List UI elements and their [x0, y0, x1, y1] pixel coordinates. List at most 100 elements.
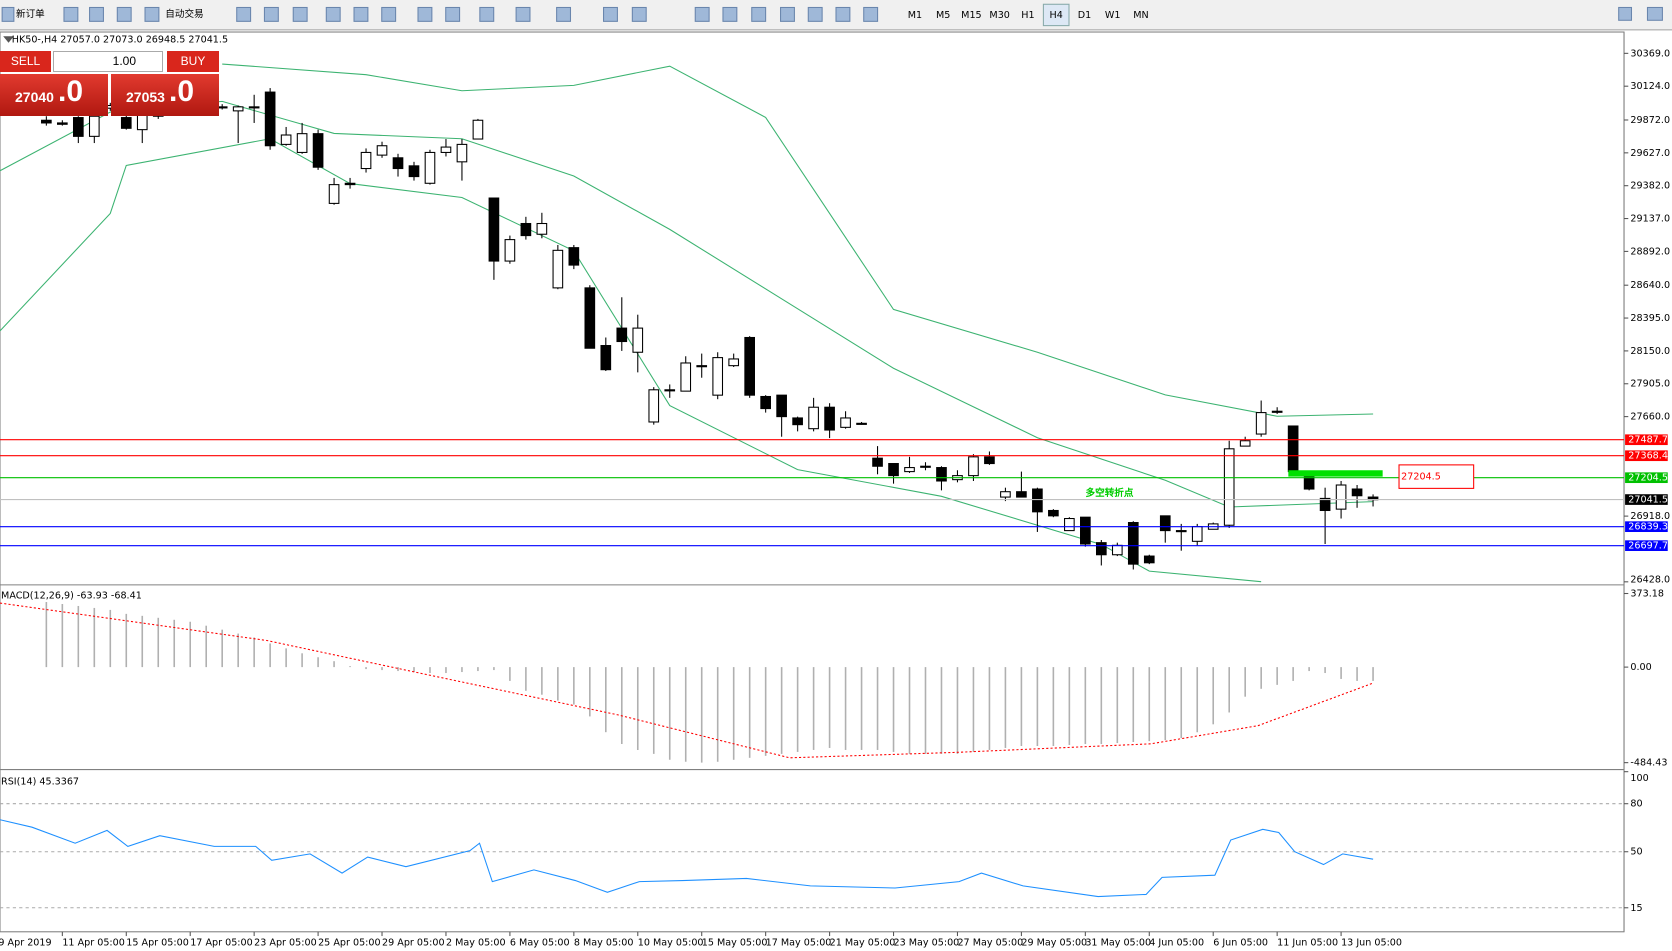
price-label-bg: [1625, 434, 1668, 446]
candle-body: [280, 134, 292, 145]
candle-body: [696, 365, 708, 368]
candle-body: [536, 222, 548, 235]
timeframe-button[interactable]: D1: [1078, 10, 1091, 21]
candle-body: [984, 456, 995, 465]
candle-body: [1111, 544, 1123, 556]
candle-body: [232, 106, 244, 112]
y-tick-label: 29382.0: [1630, 181, 1670, 192]
y-tick-label: 29627.0: [1630, 148, 1670, 159]
price-label: 26839.3: [1628, 522, 1668, 533]
candle-body: [88, 115, 100, 137]
rsi-line: [0, 819, 1374, 898]
price-label-bg: [1625, 494, 1668, 505]
y-tick-label: 30124.0: [1630, 81, 1670, 92]
candle-body: [1064, 517, 1075, 532]
candle-body: [440, 146, 452, 153]
candle-body: [488, 197, 500, 262]
candle-body: [664, 389, 676, 392]
candle-body: [472, 119, 484, 140]
candle-body: [632, 327, 644, 353]
x-tick-label: 21 May 05:00: [830, 937, 896, 948]
candle-body: [296, 133, 308, 153]
candle-body: [1080, 516, 1091, 545]
timeframe-bar: M1 M5 M15 M30 H1 H4 D1 W1 MN: [908, 3, 1149, 27]
candle-body: [1159, 515, 1171, 532]
candle-body: [1175, 530, 1187, 533]
price-label: 27487.7: [1628, 435, 1668, 446]
timeframe-button[interactable]: M30: [989, 10, 1009, 21]
buy-button[interactable]: BUY: [167, 51, 219, 72]
marked-level-label: 27204.5: [1401, 472, 1441, 483]
x-tick-label: 31 May 05:00: [1085, 937, 1151, 948]
candle-body: [1032, 488, 1043, 513]
candle-body: [616, 327, 628, 343]
candle-body: [136, 114, 148, 131]
y-tick-label: 28640.0: [1630, 280, 1670, 291]
x-tick-label: 9 Apr 2019: [0, 937, 52, 948]
timeframe-button[interactable]: H1: [1021, 10, 1034, 21]
timeframe-button[interactable]: W1: [1105, 10, 1121, 21]
symbol-arrow: [3, 36, 14, 43]
x-tick-label: 6 Jun 05:00: [1213, 937, 1268, 948]
x-tick-label: 10 May 05:00: [638, 937, 704, 948]
candle-body: [968, 456, 979, 477]
candle-body: [728, 358, 740, 367]
candle-body: [680, 362, 692, 392]
candle-body: [408, 165, 420, 178]
candle-body: [520, 222, 532, 237]
y-tick-label: 29137.0: [1630, 214, 1670, 225]
candle-body: [57, 122, 68, 125]
buy-price-fraction: .0: [169, 75, 195, 108]
timeframe-button[interactable]: M15: [961, 10, 981, 21]
sell-price-fraction: .0: [58, 75, 84, 108]
lot-size-input[interactable]: 1.00: [53, 51, 163, 72]
candle-body: [328, 184, 340, 204]
new-order-button[interactable]: 新订单: [16, 8, 45, 20]
candle-body: [72, 117, 84, 137]
y-tick-label: 0.00: [1630, 662, 1651, 673]
x-tick-label: 27 May 05:00: [957, 937, 1023, 948]
candle-body: [920, 465, 931, 468]
timeframe-button[interactable]: M1: [908, 10, 922, 21]
candle-body: [856, 422, 867, 425]
toolbar-icons: [1, 6, 1663, 22]
candle-body: [264, 91, 276, 147]
candle-body: [312, 133, 324, 168]
buy-price[interactable]: 27053.0: [111, 74, 219, 116]
timeframe-button[interactable]: M5: [936, 10, 950, 21]
y-tick-label: 30369.0: [1630, 48, 1670, 59]
y-tick-label: 28395.0: [1630, 313, 1670, 324]
buy-price-main: 27053: [126, 89, 165, 105]
candle-body: [712, 357, 724, 396]
chart-frame: [0, 31, 1625, 933]
candle-body: [744, 336, 756, 396]
marked-level-box: [1398, 464, 1475, 489]
candle-body: [1143, 555, 1155, 564]
y-tick-label: -484.43: [1630, 758, 1667, 769]
price-label-bg: [1625, 540, 1668, 551]
timeframe-button[interactable]: MN: [1133, 10, 1148, 21]
candle-body: [456, 143, 468, 163]
y-tick-label: 29872.0: [1630, 115, 1670, 126]
bollinger-band: [222, 63, 1374, 417]
x-tick-label: 15 Apr 05:00: [126, 937, 189, 948]
candle-body: [1239, 440, 1251, 447]
x-tick-label: 4 Jun 05:00: [1149, 937, 1204, 948]
auto-trading-button[interactable]: 自动交易: [165, 8, 203, 20]
candle-body: [904, 467, 915, 473]
candle-body: [1048, 509, 1059, 517]
y-tick-label: 26428.0: [1630, 575, 1670, 586]
x-tick-label: 15 May 05:00: [702, 937, 768, 948]
timeframe-button[interactable]: H4: [1050, 10, 1063, 21]
one-click-trading: SELL 1.00 BUY 27040.0 27053.0: [0, 51, 219, 116]
candle-body: [1000, 491, 1011, 498]
bollinger-band: [0, 100, 1374, 508]
candle-body: [1335, 484, 1347, 510]
sell-button[interactable]: SELL: [0, 51, 51, 72]
x-tick-label: 23 Apr 05:00: [254, 937, 317, 948]
x-tick-label: 23 May 05:00: [894, 937, 960, 948]
candle-body: [648, 389, 660, 423]
x-tick-label: 11 Jun 05:00: [1277, 937, 1338, 948]
sell-price[interactable]: 27040.0: [0, 74, 108, 116]
